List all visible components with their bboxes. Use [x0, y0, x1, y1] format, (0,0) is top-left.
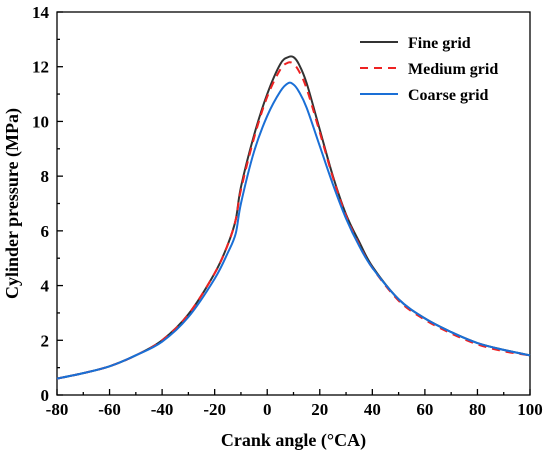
legend-label-coarse-grid: Coarse grid [408, 87, 489, 104]
legend: Fine grid Medium grid Coarse grid [360, 35, 498, 104]
x-tick-label: -60 [98, 400, 121, 419]
y-tick-label: 4 [41, 277, 50, 296]
x-tick-label: 0 [263, 400, 272, 419]
x-axis-ticks: -80 -60 -40 -20 0 20 40 60 80 100 [46, 389, 543, 419]
y-tick-label: 10 [32, 112, 49, 131]
legend-label-medium-grid: Medium grid [408, 61, 498, 78]
x-tick-label: 40 [364, 400, 381, 419]
series-line-fine-grid [56, 55, 531, 380]
x-axis-label: Crank angle (°CA) [221, 430, 366, 451]
x-tick-label: 60 [416, 400, 433, 419]
y-tick-label: 14 [32, 3, 50, 22]
x-tick-label: 80 [469, 400, 486, 419]
y-tick-label: 12 [32, 58, 49, 77]
y-tick-label: 0 [41, 386, 50, 405]
x-tick-label: 20 [311, 400, 328, 419]
x-tick-label: -20 [203, 400, 226, 419]
series-line-coarse-grid [56, 81, 531, 380]
y-tick-label: 6 [41, 222, 50, 241]
y-tick-label: 2 [41, 331, 50, 350]
series-layer [56, 55, 531, 380]
x-tick-label: 100 [517, 400, 543, 419]
x-tick-label: -80 [46, 400, 69, 419]
legend-label-fine-grid: Fine grid [408, 35, 471, 52]
y-axis-label: Cylinder pressure (MPa) [2, 108, 23, 299]
y-tick-label: 8 [41, 167, 50, 186]
series-line-medium-grid [56, 61, 531, 380]
x-tick-label: -40 [151, 400, 174, 419]
y-axis-ticks: 0 2 4 6 8 10 12 14 [32, 3, 63, 405]
